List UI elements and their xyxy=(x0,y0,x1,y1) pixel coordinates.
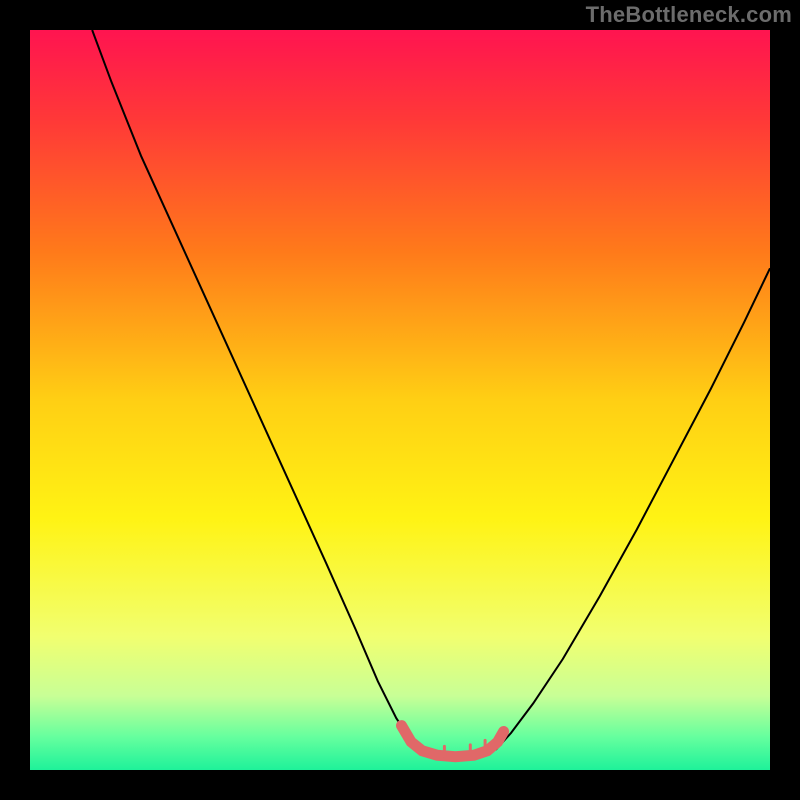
chart-background xyxy=(30,30,770,770)
chart-svg xyxy=(30,30,770,770)
plot-area xyxy=(30,30,770,770)
chart-frame: TheBottleneck.com xyxy=(0,0,800,800)
watermark-text: TheBottleneck.com xyxy=(586,2,792,28)
